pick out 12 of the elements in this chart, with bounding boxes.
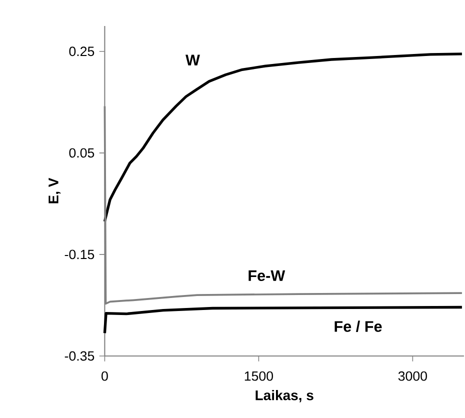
y-axis-title: E, V: [48, 178, 60, 204]
series-label: W: [186, 54, 200, 66]
y-tick-label: -0.15: [64, 250, 94, 260]
y-tick-label: 0.05: [69, 148, 94, 158]
series-label: Fe-W: [248, 270, 286, 282]
x-tick-label: 0: [102, 371, 108, 381]
y-tick-label: -0.35: [64, 351, 94, 361]
x-tick-label: 1500: [244, 371, 273, 381]
y-tick-label: 0.25: [69, 46, 94, 56]
x-axis-title: Laikas, s: [256, 390, 314, 402]
series-label: Fe / Fe: [334, 320, 382, 332]
x-tick-label: 3000: [398, 371, 427, 381]
